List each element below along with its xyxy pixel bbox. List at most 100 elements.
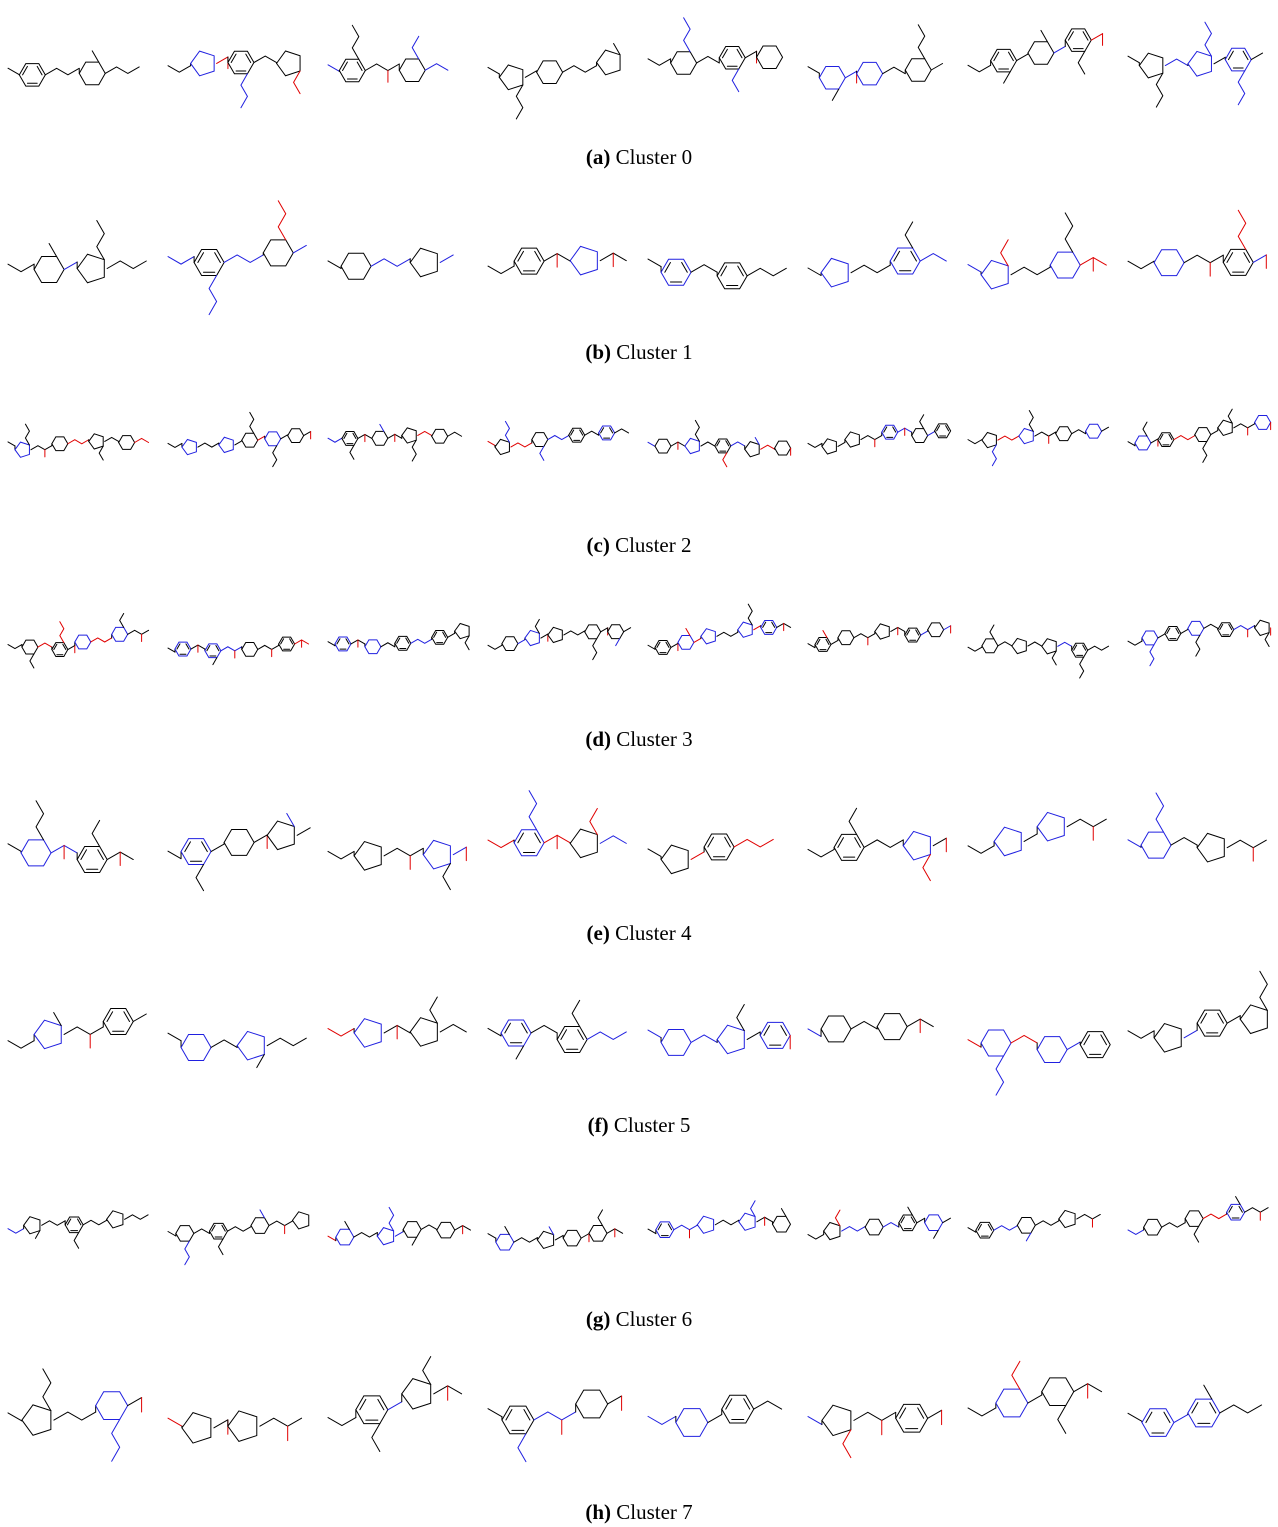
bond (808, 268, 821, 276)
bond (453, 847, 466, 855)
bond (1011, 267, 1050, 275)
ring (1139, 53, 1163, 78)
molecule (648, 604, 791, 654)
side-chain (1265, 633, 1269, 647)
side-chain (505, 421, 509, 442)
bond (421, 1225, 437, 1230)
bond (91, 638, 112, 642)
bond (8, 645, 22, 649)
molecule (808, 1404, 942, 1457)
side-chain (1196, 635, 1200, 656)
bond (448, 633, 455, 637)
ring (339, 59, 365, 82)
side-chain (598, 1210, 603, 1226)
caption-text: Cluster 2 (615, 533, 691, 557)
ring (585, 625, 601, 639)
bond (54, 1412, 96, 1420)
side-chain (990, 625, 994, 639)
side-chain (781, 1209, 786, 1217)
side-chain (196, 865, 204, 891)
molecule (808, 1207, 950, 1239)
ring (1019, 429, 1033, 444)
ring (719, 47, 745, 70)
bond (1227, 1016, 1240, 1024)
side-chain (412, 36, 419, 59)
ring (1154, 250, 1184, 276)
bond (1067, 1042, 1080, 1050)
bond (747, 1032, 760, 1040)
ring (838, 631, 854, 645)
side-chain (751, 1201, 756, 1217)
bond (168, 66, 191, 73)
ring (176, 1226, 194, 1242)
side-chain (905, 222, 913, 248)
ring (437, 1222, 455, 1238)
side-chain (1150, 645, 1154, 666)
ring (1135, 436, 1151, 450)
bond (328, 1029, 354, 1037)
bond (1128, 56, 1139, 63)
ring (745, 442, 759, 457)
bond (1162, 1223, 1185, 1228)
bond (214, 1420, 228, 1428)
molecule (648, 1201, 790, 1238)
bond (384, 848, 423, 856)
ring (1017, 1217, 1035, 1233)
bond (648, 1030, 661, 1038)
molecule (488, 1390, 622, 1462)
molecule (808, 25, 943, 101)
bond (928, 1410, 942, 1418)
caption-text: Cluster 5 (614, 1113, 690, 1137)
side-chain (1238, 71, 1245, 105)
side-chain (535, 619, 539, 633)
ring (354, 1019, 381, 1048)
ring (905, 59, 931, 82)
molecule (168, 412, 311, 466)
side-chain (99, 446, 103, 460)
bond (1165, 59, 1188, 66)
ring (1142, 631, 1158, 645)
ring (717, 263, 747, 289)
bond (1158, 634, 1165, 638)
bond (381, 643, 395, 647)
bond (921, 631, 928, 635)
side-chain (684, 18, 691, 52)
ring (181, 839, 211, 865)
molecule (8, 221, 146, 283)
bond (198, 443, 219, 447)
ring (79, 62, 105, 85)
side-chain (1078, 51, 1085, 74)
bond (488, 266, 514, 274)
ring (403, 1222, 421, 1238)
bond (8, 844, 21, 852)
ring (1225, 48, 1251, 71)
ring (1028, 42, 1054, 65)
side-chain (920, 415, 924, 429)
ring (824, 1222, 840, 1239)
ring (96, 1392, 128, 1420)
bond (754, 626, 761, 630)
ring (1185, 1211, 1203, 1227)
caption: (g) Cluster 6 (586, 1307, 692, 1331)
bond (838, 442, 845, 446)
bond (488, 67, 499, 74)
side-chain (250, 412, 254, 433)
bond (701, 442, 715, 446)
ring (15, 442, 29, 457)
bond (624, 628, 631, 632)
ring (34, 1020, 61, 1049)
ring (865, 1219, 883, 1235)
molecule (648, 18, 783, 92)
bond (488, 1028, 501, 1036)
ring (399, 59, 425, 82)
bond (260, 1418, 302, 1426)
molecule (648, 1005, 790, 1056)
bond (998, 436, 1019, 440)
ring (336, 1229, 354, 1245)
bond (585, 431, 599, 435)
molecule (488, 619, 631, 659)
bond (8, 1229, 24, 1234)
side-chain (516, 1046, 524, 1059)
bond (328, 1418, 356, 1426)
bond (691, 1035, 717, 1043)
